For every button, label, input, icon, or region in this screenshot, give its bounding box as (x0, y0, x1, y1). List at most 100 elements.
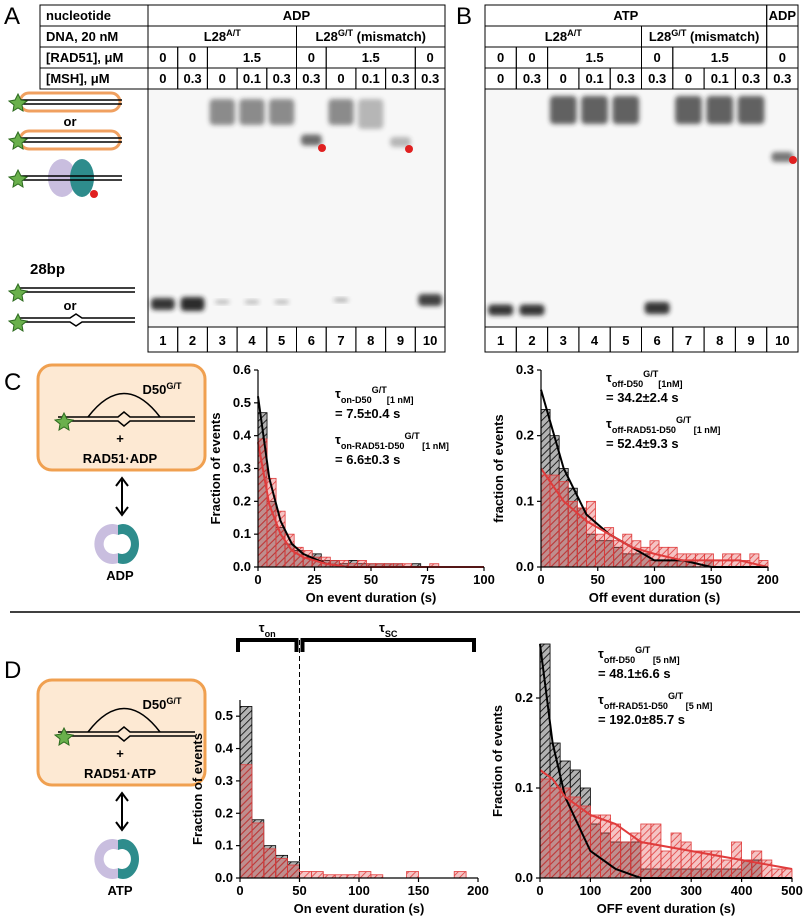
histogram-bar (771, 868, 783, 879)
histogram-bar (406, 871, 419, 879)
row-label: nucleotide (46, 8, 111, 23)
histogram-bar (595, 533, 605, 568)
text-part: (mismatch) (353, 29, 426, 44)
bracket (300, 638, 476, 652)
header-cell: 0 (189, 50, 196, 65)
histogram-bar (590, 814, 601, 879)
y-tick-label: 0.2 (515, 690, 533, 705)
legend-cartoons (7, 91, 135, 332)
fluorophore (7, 312, 29, 332)
header-cell: 0 (159, 50, 166, 65)
legend-text: 28bp (30, 261, 65, 278)
fluorophore (7, 168, 29, 188)
header-cell: 0.1 (586, 71, 604, 86)
y-tick-label: 0.0 (233, 559, 251, 574)
histogram-bar (310, 871, 324, 879)
text-part: on (265, 629, 276, 639)
lane-number: 9 (747, 333, 754, 348)
histogram-bar (781, 868, 793, 879)
gel-band (390, 137, 411, 147)
text-part: L28 (545, 29, 567, 44)
gel-band (771, 152, 794, 162)
histogram-bar (680, 841, 692, 879)
gel-band (581, 96, 608, 124)
gel-band (737, 96, 765, 124)
y-tick-label: 0.3 (516, 362, 534, 377)
annotation-value: = 6.6±0.3 s (335, 452, 400, 467)
histogram-bar (453, 871, 467, 879)
header-cell: 0 (427, 50, 434, 65)
text-part: G/T (671, 28, 687, 38)
table-cell (766, 25, 799, 48)
gel-band (612, 96, 640, 124)
header-cell: 1.5 (362, 50, 380, 65)
x-tick-label: 100 (348, 883, 370, 898)
gel-band (274, 300, 290, 304)
text-part: τ (335, 432, 341, 447)
header-cell: 0.3 (184, 71, 202, 86)
cartoon-box (36, 678, 207, 787)
lane-number: 2 (528, 333, 535, 348)
msh-subunit (94, 839, 118, 879)
marker-dot (90, 190, 98, 198)
header-cell: L28A/T (545, 28, 583, 44)
msh-subunit (94, 524, 118, 565)
msh-subunit (118, 839, 139, 879)
gel-band (333, 298, 349, 302)
x-tick-label: 50 (591, 572, 605, 587)
header-cell: 0 (159, 71, 166, 86)
text-part: τ (606, 370, 612, 385)
x-tick-label: 0 (254, 572, 261, 587)
gel-band (214, 300, 230, 304)
annotation-label: τoff-RAD51-D50G/T [1 nM] (606, 415, 720, 435)
msh-subunit (70, 159, 94, 197)
y-tick-label: 0.1 (215, 838, 233, 853)
histogram-bar (631, 540, 642, 568)
header-cell: 0.3 (421, 71, 439, 86)
histogram-bar (299, 871, 312, 879)
lane-number: 7 (685, 333, 692, 348)
lane-number: 9 (397, 333, 404, 348)
header-cell: 1.5 (711, 50, 729, 65)
x-tick-label: 50 (292, 883, 306, 898)
header-cell: 0.1 (362, 71, 380, 86)
histogram-bar (622, 533, 633, 568)
lane-number: 6 (308, 333, 315, 348)
gel-band (549, 96, 577, 124)
annotation-value: = 34.2±2.4 s (606, 390, 679, 405)
text-part: SC (385, 629, 398, 639)
histogram-bar (540, 474, 551, 568)
fit-curve (540, 467, 769, 568)
text-part: A/T (226, 28, 241, 38)
text-part: L28 (649, 29, 671, 44)
histogram-bar (721, 859, 732, 879)
gel-band (244, 300, 260, 304)
text-part: D50 (142, 382, 166, 397)
equilibrium-arrow (115, 476, 129, 517)
filament (18, 129, 122, 151)
gel-band (300, 134, 322, 146)
histogram-bar (275, 858, 289, 879)
gel-band (180, 297, 205, 311)
plus: + (116, 431, 124, 446)
annotation-label: τon-RAD51-D50G/T [1 nM] (335, 431, 449, 451)
gel-image (147, 88, 446, 328)
text-part: (mismatch) (686, 29, 759, 44)
header-cell: 1.5 (243, 50, 261, 65)
lane-number: 3 (219, 333, 226, 348)
header-cell: 0.3 (773, 71, 791, 86)
gel-band (150, 298, 175, 310)
x-tick-label: 0 (236, 883, 243, 898)
text-part: G/T (404, 431, 420, 441)
header-cell: ATP (613, 8, 638, 23)
y-tick-label: 0.3 (233, 461, 251, 476)
x-tick-label: 150 (700, 572, 722, 587)
panel-label: B (456, 3, 472, 30)
annotation-value: = 52.4±9.3 s (606, 436, 679, 451)
x-axis-title: OFF event duration (s) (597, 901, 736, 916)
x-tick-label: 0 (537, 572, 544, 587)
lane-number: 4 (591, 333, 599, 348)
histogram-bar (239, 764, 253, 879)
y-tick-label: 0.2 (516, 428, 534, 443)
text-part: G/T (676, 415, 692, 425)
